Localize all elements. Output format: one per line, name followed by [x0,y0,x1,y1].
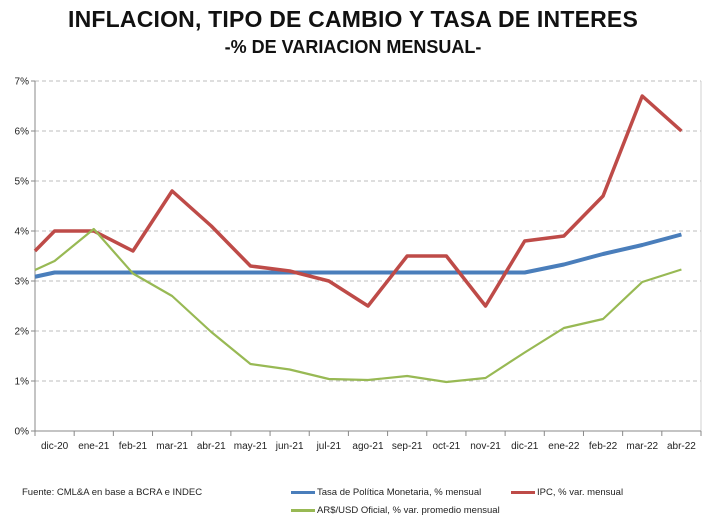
x-tick-label: ene-21 [78,441,110,452]
x-tick-label: nov-21 [470,441,501,452]
x-tick-label: abr-21 [197,441,226,452]
chart-title: INFLACION, TIPO DE CAMBIO Y TASA DE INTE… [67,6,638,32]
x-tick-label: oct-21 [432,441,460,452]
x-tick-label: sep-21 [392,441,423,452]
x-tick-label: ene-22 [548,441,580,452]
y-tick-label: 5% [15,177,30,188]
legend-item-tipo-cambio: AR$/USD Oficial, % var. promedio mensual [291,505,500,516]
y-tick-label: 6% [15,127,30,138]
source-note: Fuente: CML&A en base a BCRA e INDEC [22,487,203,498]
y-tick-label: 0% [15,427,30,438]
series-line-1 [33,94,683,308]
x-tick-label: dic-20 [41,441,69,452]
x-tick-label: feb-22 [589,441,618,452]
legend-swatch [291,491,315,494]
y-tick-label: 2% [15,327,30,338]
x-tick-label: jul-21 [316,441,342,452]
x-tick-label: jun-21 [275,441,304,452]
legend-label: Tasa de Política Monetaria, % mensual [317,487,482,498]
legend-swatch [291,509,315,512]
series-line-2 [34,227,682,384]
legend-swatch [511,491,535,494]
legend-label: IPC, % var. mensual [537,487,624,498]
legend-item-ipc: IPC, % var. mensual [511,487,623,498]
y-tick-label: 1% [15,377,30,388]
y-tick-label: 7% [15,77,30,88]
x-tick-label: mar-21 [156,441,188,452]
x-tick-label: feb-21 [119,441,148,452]
x-tick-label: may-21 [234,441,268,452]
legend-item-tasa: Tasa de Política Monetaria, % mensual [291,487,481,498]
x-tick-label: mar-22 [626,441,658,452]
legend-label: AR$/USD Oficial, % var. promedio mensual [317,505,500,516]
series-line-0 [34,232,682,279]
x-tick-label: abr-22 [667,441,696,452]
y-tick-label: 3% [15,277,30,288]
chart-subtitle: -% DE VARIACION MENSUAL- [224,37,482,57]
y-tick-label: 4% [15,227,30,238]
x-tick-label: dic-21 [511,441,539,452]
x-tick-label: ago-21 [352,441,384,452]
